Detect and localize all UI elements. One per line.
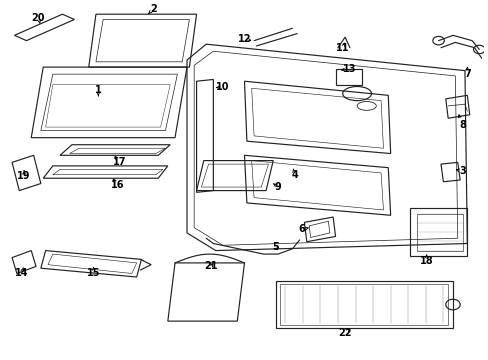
Text: 15: 15	[86, 269, 100, 279]
Text: 5: 5	[272, 242, 279, 252]
Text: 10: 10	[216, 81, 229, 91]
Text: 18: 18	[419, 256, 432, 266]
Text: 1: 1	[95, 85, 102, 95]
Text: 14: 14	[15, 269, 28, 279]
Text: 8: 8	[458, 120, 465, 130]
Text: 11: 11	[335, 43, 349, 53]
Text: 13: 13	[343, 64, 356, 74]
Text: 20: 20	[32, 13, 45, 23]
Text: 2: 2	[150, 4, 157, 14]
Text: 22: 22	[338, 328, 351, 338]
Text: 16: 16	[110, 180, 124, 190]
Text: 21: 21	[204, 261, 217, 271]
Text: 3: 3	[458, 166, 465, 176]
Text: 9: 9	[274, 182, 281, 192]
Text: 6: 6	[298, 224, 305, 234]
Text: 17: 17	[113, 157, 126, 167]
Text: 12: 12	[237, 34, 251, 44]
Text: 19: 19	[17, 171, 31, 181]
Text: 7: 7	[463, 69, 470, 79]
Text: 4: 4	[291, 170, 298, 180]
